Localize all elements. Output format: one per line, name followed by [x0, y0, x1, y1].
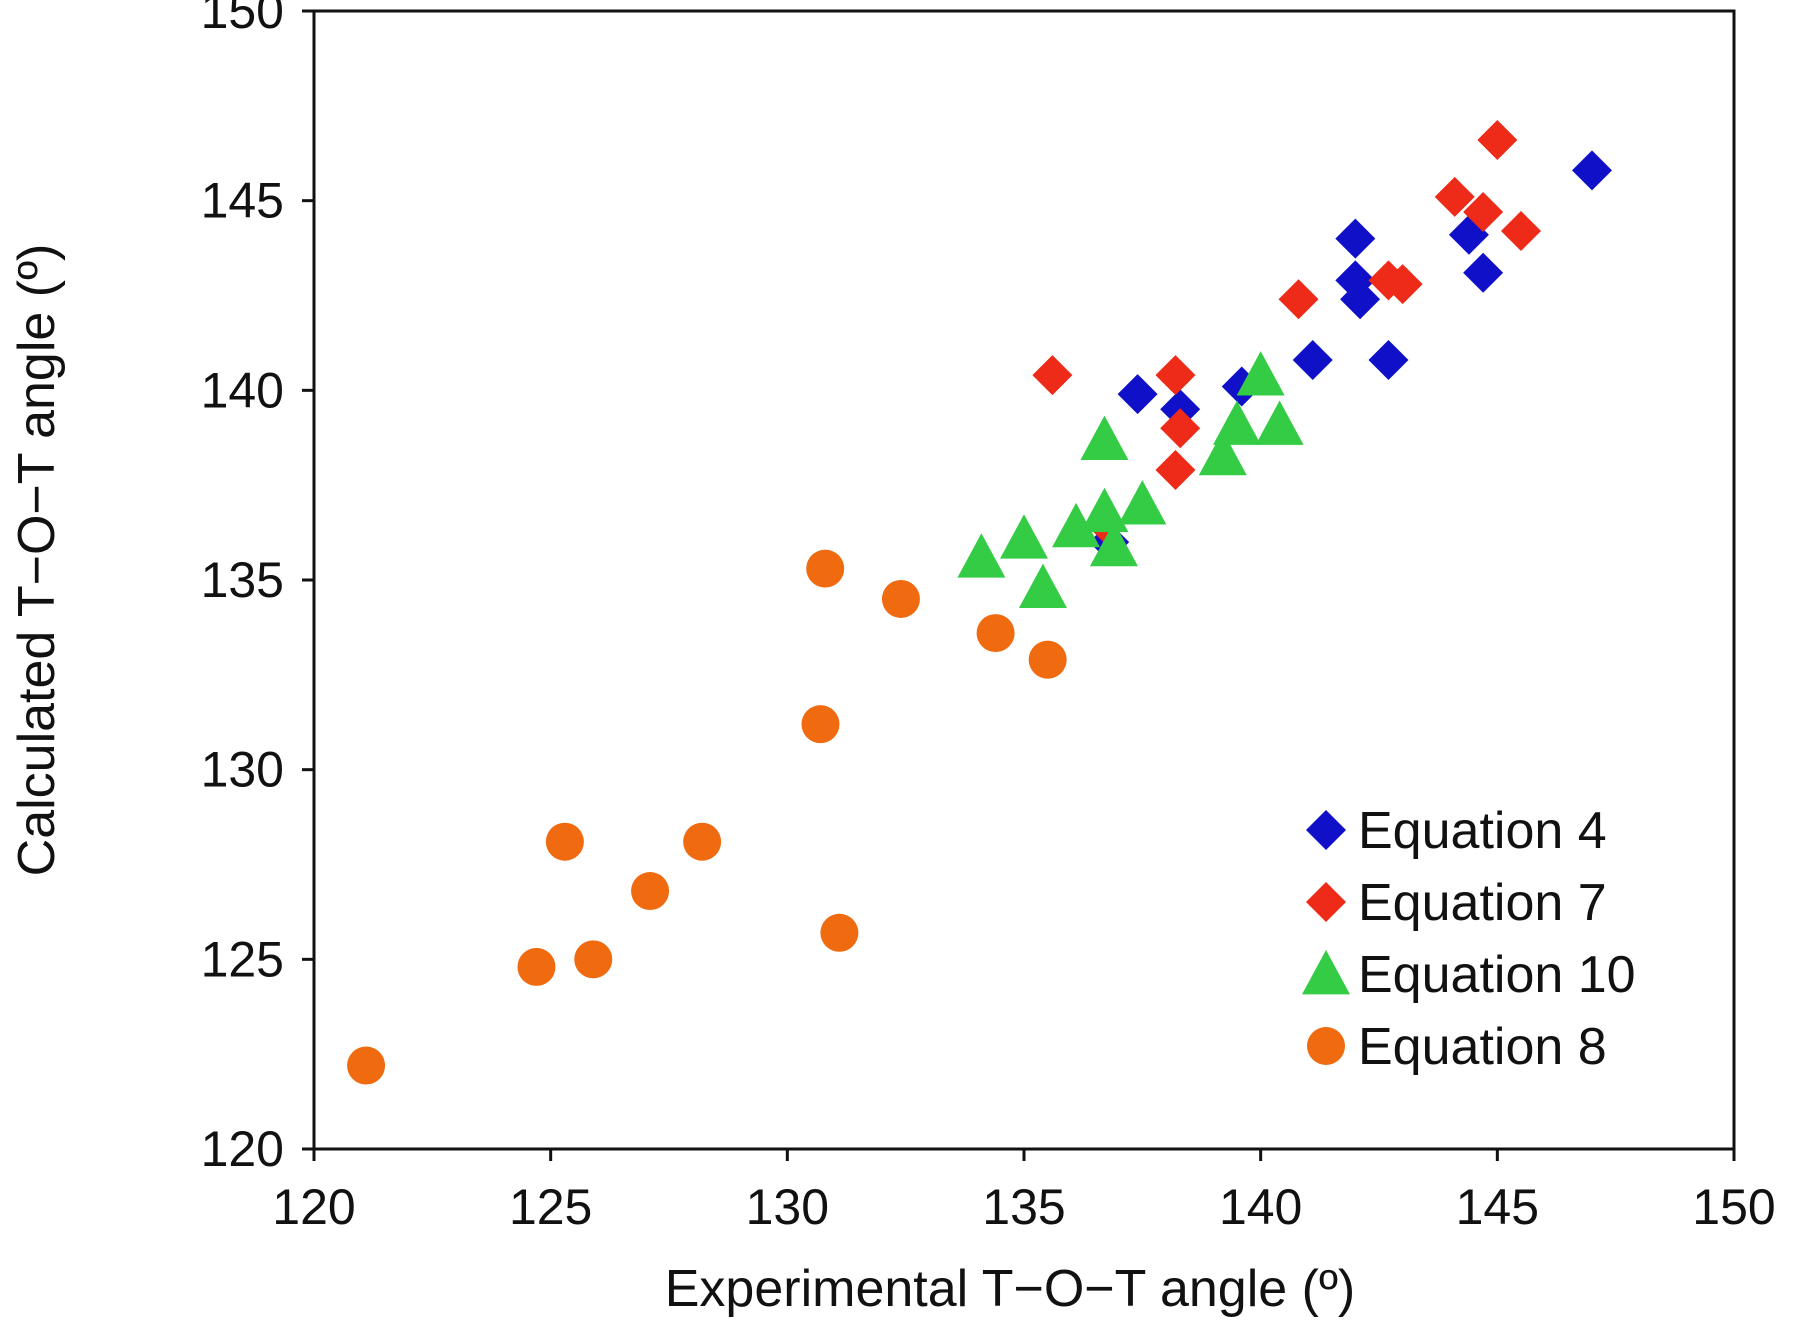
- data-point: [1463, 252, 1504, 293]
- data-point: [1000, 514, 1048, 559]
- data-point: [1155, 355, 1196, 396]
- y-tick-label: 150: [201, 0, 284, 39]
- legend-label: Equation 8: [1358, 1018, 1607, 1076]
- x-tick-label: 140: [1219, 1179, 1302, 1235]
- legend: Equation 4 Equation 7 Equation 10 Equation …: [1302, 802, 1636, 1076]
- y-axis: 120 125 130 135 140 145 150: [201, 0, 314, 1177]
- data-point: [801, 705, 840, 744]
- legend-label: Equation 7: [1358, 874, 1607, 932]
- data-point: [574, 940, 613, 979]
- data-point: [1080, 487, 1129, 533]
- data-point: [1572, 150, 1612, 191]
- y-tick-label: 140: [201, 362, 284, 418]
- y-tick-label: 135: [201, 552, 284, 608]
- data-point: [957, 533, 1006, 578]
- data-point: [1340, 279, 1381, 320]
- data-point: [517, 947, 556, 986]
- data-point: [1278, 279, 1319, 320]
- data-point: [347, 1046, 386, 1085]
- y-tick-label: 125: [201, 931, 284, 987]
- data-point: [806, 549, 845, 588]
- legend-marker: [1302, 950, 1350, 995]
- data-point: [1118, 480, 1167, 525]
- data-point: [1028, 640, 1067, 679]
- data-point: [1032, 355, 1073, 396]
- y-tick-label: 130: [201, 742, 284, 798]
- data-point: [1198, 430, 1247, 476]
- y-axis-title: Calculated T−O−T angle (º): [8, 244, 66, 877]
- data-point: [1501, 211, 1541, 252]
- y-tick-label: 145: [201, 173, 284, 229]
- x-tick-label: 130: [746, 1179, 829, 1235]
- legend-label: Equation 10: [1358, 946, 1636, 1004]
- data-points: [347, 119, 1612, 1085]
- data-point: [1292, 339, 1333, 380]
- data-point: [1160, 408, 1201, 449]
- data-point: [545, 822, 584, 861]
- data-point: [1236, 351, 1285, 396]
- data-point: [1434, 176, 1475, 217]
- data-point: [1155, 449, 1196, 490]
- series-3: [957, 351, 1304, 608]
- data-point: [1255, 400, 1304, 445]
- y-tick-label: 120: [201, 1121, 284, 1177]
- data-point: [1052, 502, 1101, 548]
- x-tick-label: 120: [272, 1179, 355, 1235]
- data-point: [881, 579, 920, 618]
- data-point: [1368, 339, 1409, 380]
- legend-marker: [1306, 810, 1346, 850]
- data-point: [1463, 192, 1504, 233]
- data-point: [820, 913, 859, 952]
- data-point: [1018, 563, 1067, 608]
- data-point: [1213, 400, 1261, 445]
- data-point: [1477, 119, 1518, 160]
- data-point: [1335, 218, 1376, 259]
- legend-marker: [1307, 1027, 1345, 1065]
- data-point: [683, 822, 722, 861]
- legend-marker: [1306, 882, 1346, 922]
- series-4: [347, 549, 1067, 1085]
- data-point: [1382, 264, 1423, 305]
- data-point: [1117, 374, 1158, 415]
- data-point: [976, 614, 1015, 653]
- data-point: [1080, 415, 1129, 461]
- x-axis-title: Experimental T−O−T angle (º): [665, 1260, 1356, 1318]
- x-tick-label: 135: [982, 1179, 1065, 1235]
- legend-label: Equation 4: [1358, 802, 1607, 860]
- x-tick-label: 145: [1456, 1179, 1539, 1235]
- data-point: [1089, 521, 1138, 567]
- data-point: [631, 872, 670, 911]
- x-axis: 120 125 130 135 140 145 150: [272, 1149, 1776, 1235]
- x-tick-label: 150: [1692, 1179, 1775, 1235]
- x-tick-label: 125: [509, 1179, 592, 1235]
